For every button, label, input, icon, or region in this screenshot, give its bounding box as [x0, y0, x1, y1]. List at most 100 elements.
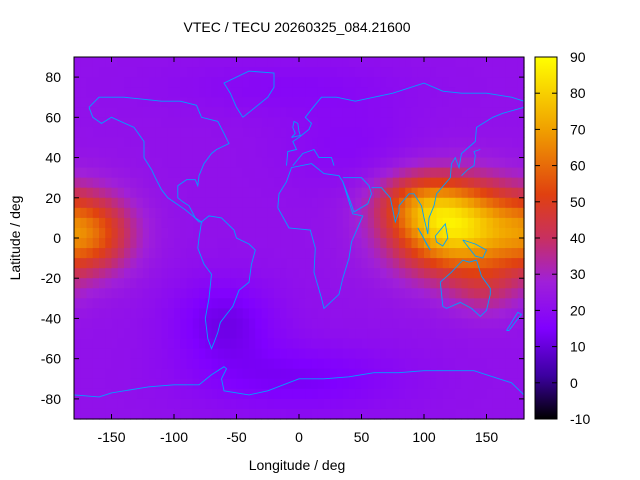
heatmap-cell [111, 388, 119, 400]
heatmap-cell [161, 127, 169, 139]
heatmap-cell [449, 328, 456, 340]
heatmap-cell [274, 298, 281, 309]
heatmap-cell [211, 358, 219, 370]
heatmap-cell [474, 87, 481, 98]
heatmap-cell [405, 167, 413, 179]
heatmap-cell [330, 137, 338, 149]
heatmap-cell [124, 298, 131, 309]
heatmap-cell [455, 117, 463, 128]
heatmap-cell [374, 227, 381, 239]
heatmap-cell [374, 288, 381, 299]
heatmap-cell [317, 87, 325, 98]
heatmap-cell [174, 87, 181, 98]
heatmap-cell [386, 268, 394, 279]
heatmap-cell [280, 187, 288, 199]
heatmap-cell [217, 137, 225, 149]
heatmap-cell [267, 288, 275, 299]
heatmap-cell [186, 87, 194, 98]
heatmap-cell [442, 137, 450, 149]
heatmap-cell [236, 298, 244, 309]
heatmap-cell [261, 318, 269, 330]
heatmap-cell [130, 378, 138, 390]
heatmap-cell [155, 67, 163, 78]
heatmap-cell [274, 278, 281, 289]
heatmap-cell [105, 77, 113, 88]
heatmap-cell [411, 77, 419, 88]
heatmap-cell [142, 217, 150, 229]
heatmap-cell [480, 177, 488, 189]
heatmap-cell [299, 57, 306, 68]
heatmap-cell [380, 217, 388, 229]
heatmap-cell [136, 207, 144, 219]
heatmap-cell [355, 348, 363, 360]
heatmap-cell [74, 67, 81, 78]
heatmap-cell [442, 288, 450, 299]
heatmap-cell [211, 378, 219, 390]
heatmap-cell [74, 187, 81, 199]
heatmap-cell [467, 278, 475, 289]
x-tick-label: -50 [226, 429, 246, 445]
heatmap-cell [392, 127, 400, 139]
heatmap-cell [230, 167, 238, 179]
heatmap-cell [311, 328, 319, 340]
heatmap-cell [142, 308, 150, 320]
heatmap-cell [499, 127, 506, 139]
heatmap-cell [99, 388, 106, 400]
heatmap-cell [474, 177, 481, 189]
heatmap-cell [230, 127, 238, 139]
heatmap-cell [330, 358, 338, 370]
heatmap-cell [186, 338, 194, 350]
heatmap-cell [449, 268, 456, 279]
heatmap-cell [305, 227, 313, 239]
heatmap-cell [474, 77, 481, 88]
heatmap-cell [211, 278, 219, 289]
heatmap-cell [211, 348, 219, 360]
coastline-path [88, 96, 230, 223]
heatmap-cell [349, 378, 356, 390]
heatmap-cell [330, 368, 338, 380]
heatmap-cell [386, 107, 394, 118]
heatmap-cell [117, 117, 125, 128]
heatmap-cell [367, 348, 375, 360]
heatmap-cell [192, 358, 200, 370]
heatmap-cell [299, 248, 306, 259]
heatmap-cell [267, 57, 275, 68]
heatmap-cell [492, 97, 500, 108]
heatmap-cell [449, 207, 456, 219]
heatmap-cell [417, 368, 425, 380]
heatmap-cell [299, 288, 306, 299]
heatmap-cell [461, 67, 469, 78]
heatmap-cell [449, 308, 456, 320]
heatmap-cell [330, 217, 338, 229]
heatmap-cell [280, 258, 288, 269]
heatmap-cell [330, 278, 338, 289]
heatmap-cell [461, 388, 469, 400]
heatmap-cell [192, 378, 200, 390]
heatmap-cell [367, 368, 375, 380]
heatmap-cell [305, 358, 313, 370]
heatmap-cell [111, 368, 119, 380]
heatmap-cell [74, 157, 81, 169]
heatmap-cell [242, 197, 250, 209]
heatmap-cell [149, 268, 156, 279]
heatmap-cell [355, 358, 363, 370]
heatmap-cell [455, 318, 463, 330]
heatmap-cell [442, 147, 450, 159]
heatmap-cell [199, 117, 206, 128]
heatmap-cell [161, 107, 169, 118]
heatmap-cell [461, 217, 469, 229]
heatmap-cell [105, 207, 113, 219]
heatmap-cell [311, 97, 319, 108]
heatmap-cell [399, 137, 406, 149]
heatmap-cell [180, 408, 188, 420]
heatmap-cell [211, 207, 219, 219]
x-tick-label: -150 [97, 429, 125, 445]
heatmap-cell [380, 147, 388, 159]
heatmap-cell [267, 308, 275, 320]
heatmap-cell [199, 268, 206, 279]
heatmap-cell [86, 157, 94, 169]
heatmap-cell [167, 328, 175, 340]
heatmap-cell [155, 248, 163, 259]
heatmap-cell [249, 217, 256, 229]
heatmap-cell [280, 238, 288, 249]
